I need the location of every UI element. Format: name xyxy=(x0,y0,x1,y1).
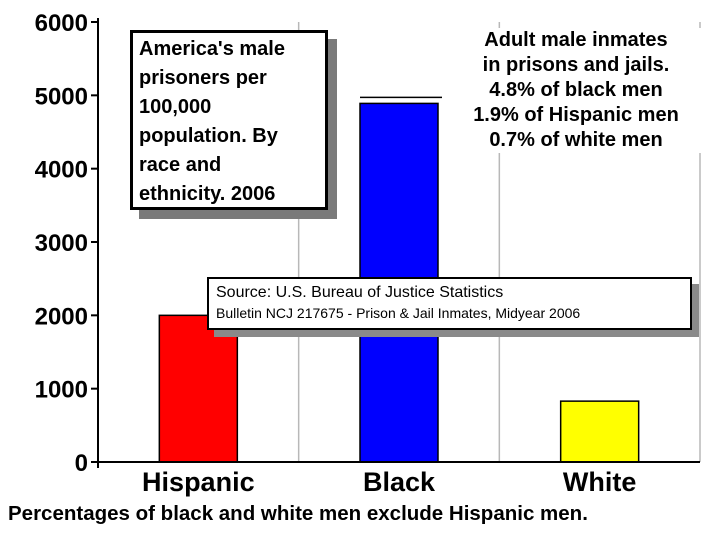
axes xyxy=(91,18,700,468)
y-tick-label: 6000 xyxy=(35,10,88,37)
chart-footnote: Percentages of black and white men exclu… xyxy=(8,502,588,525)
chart-title-line: 100,000 xyxy=(139,96,212,118)
x-category-label: Hispanic xyxy=(142,467,255,497)
y-tick-label: 0 xyxy=(75,450,88,477)
x-axis-category-labels: Hispanic Black White xyxy=(142,467,636,497)
source-line: Source: U.S. Bureau of Justice Statistic… xyxy=(216,284,504,301)
x-category-label: White xyxy=(563,467,637,497)
y-axis-tick-labels: 0 1000 2000 3000 4000 5000 6000 xyxy=(35,10,88,477)
chart-title-line: race and xyxy=(139,154,222,176)
annotation-line: in prisons and jails. xyxy=(482,54,670,76)
bar-hispanic xyxy=(158,314,239,463)
y-tick-label: 2000 xyxy=(35,303,88,330)
annotation-line: 4.8% of black men xyxy=(489,79,663,101)
x-category-label: Black xyxy=(363,467,436,497)
bar-white xyxy=(559,400,640,463)
source-bulletin-line: Bulletin NCJ 217675 - Prison & Jail Inma… xyxy=(216,305,581,321)
y-tick-label: 4000 xyxy=(35,157,88,184)
y-tick-label: 3000 xyxy=(35,230,88,257)
chart-title-box: America's male prisoners per 100,000 pop… xyxy=(130,30,328,210)
annotation-line: 0.7% of white men xyxy=(489,129,663,151)
chart-title-line: America's male xyxy=(139,38,285,60)
y-tick-label: 1000 xyxy=(35,377,88,404)
annotation-line: 1.9% of Hispanic men xyxy=(473,104,679,126)
chart-title-line: prisoners per xyxy=(139,67,267,89)
source-citation-box: Source: U.S. Bureau of Justice Statistic… xyxy=(207,277,692,330)
chart-title-line: population. By xyxy=(139,125,278,147)
inmate-percentage-annotation: Adult male inmates in prisons and jails.… xyxy=(442,28,710,153)
chart-title-line: ethnicity. 2006 xyxy=(139,183,276,205)
annotation-line: Adult male inmates xyxy=(484,29,668,51)
y-tick-label: 5000 xyxy=(35,83,88,110)
